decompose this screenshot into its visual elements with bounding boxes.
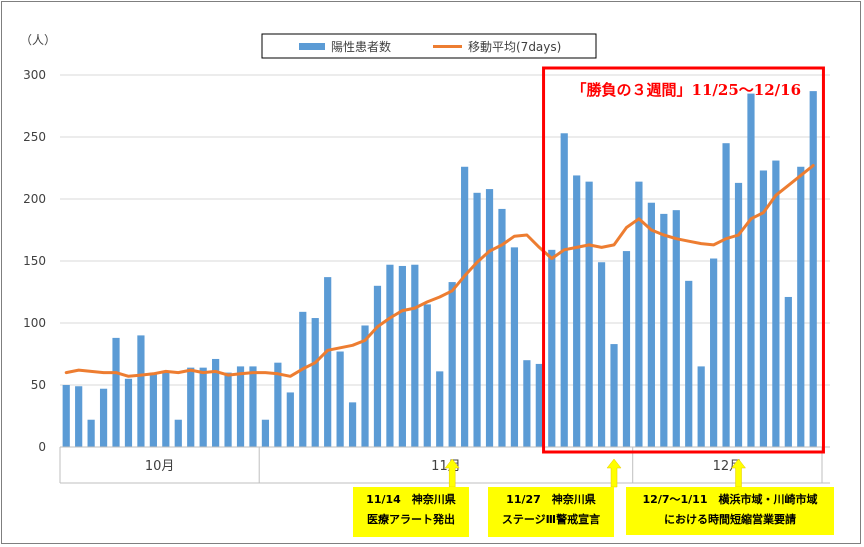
bar <box>647 202 655 447</box>
annotation-text: 11/14 神奈川県 <box>366 493 456 506</box>
bar <box>62 385 70 447</box>
bar <box>635 181 643 447</box>
bar <box>672 210 680 447</box>
annotation-text: 医療アラート発出 <box>367 513 455 526</box>
bar <box>473 192 481 447</box>
bar <box>75 386 83 447</box>
annotation-note: 12/7〜1/11 横浜市域・川崎市域 における時間短縮営業要請 <box>626 487 834 535</box>
bar <box>809 91 817 448</box>
annotation-text: 11/27 神奈川県 <box>506 493 596 506</box>
bar <box>236 366 245 447</box>
bar <box>747 93 755 447</box>
bar <box>187 367 195 447</box>
bar <box>498 208 506 447</box>
bar <box>772 160 780 447</box>
bar-series <box>62 91 817 448</box>
bar <box>722 143 730 447</box>
month-label: 12月 <box>713 459 743 474</box>
bar <box>324 277 332 447</box>
bar <box>249 366 257 447</box>
bar <box>348 402 357 447</box>
bar <box>361 325 369 447</box>
bar <box>759 170 768 448</box>
month-label: 10月 <box>145 459 175 474</box>
bar <box>398 265 406 447</box>
bar <box>162 371 170 447</box>
y-tick-label: 50 <box>31 378 46 392</box>
annotation-text: 12/7〜1/11 横浜市域・川崎市域 <box>642 493 818 506</box>
bar <box>212 358 220 447</box>
moving-average-series <box>64 164 815 378</box>
bar <box>274 362 282 447</box>
bar <box>535 363 543 447</box>
annotation-note: 11/14 神奈川県 医療アラート発出 <box>353 487 469 537</box>
y-tick-label: 300 <box>23 68 46 82</box>
bar <box>224 372 232 447</box>
bar <box>710 258 718 447</box>
annotation-text: における時間短縮営業要請 <box>664 513 796 526</box>
moving-average-line <box>64 164 815 378</box>
y-tick-label: 200 <box>23 192 46 206</box>
bar <box>336 351 344 447</box>
bar <box>373 285 382 447</box>
bar <box>797 166 805 447</box>
bar <box>149 372 157 447</box>
bar <box>685 280 693 447</box>
y-tick-label: 100 <box>23 316 46 330</box>
bar <box>174 419 182 447</box>
bar <box>199 367 207 447</box>
bar <box>386 264 394 447</box>
bar <box>560 133 568 447</box>
bar <box>485 189 494 447</box>
legend-label-average: 移動平均(7days) <box>468 40 561 54</box>
bar <box>548 249 556 447</box>
annotation-note: 11/27 神奈川県 ステージⅢ警戒宣言 <box>488 487 614 537</box>
bar <box>610 344 618 447</box>
y-tick-label: 250 <box>23 130 46 144</box>
bar <box>99 388 108 447</box>
annotation-text: ステージⅢ警戒宣言 <box>501 513 601 526</box>
bar <box>137 335 145 447</box>
bar <box>597 262 606 447</box>
legend-label-cases: 陽性患者数 <box>331 39 391 54</box>
bar <box>311 318 319 447</box>
highlight-label: 「勝負の３週間」11/25〜12/16 <box>572 81 801 99</box>
annotation-arrow <box>606 458 622 488</box>
bar <box>784 296 792 447</box>
bar <box>573 175 581 447</box>
bar <box>523 360 531 447</box>
bar <box>585 181 593 447</box>
y-tick-label: 150 <box>23 254 46 268</box>
y-tick-label: 0 <box>38 440 46 454</box>
bar <box>261 419 270 447</box>
legend: 陽性患者数 移動平均(7days) <box>261 33 597 59</box>
bar <box>87 419 95 447</box>
bar <box>660 213 668 447</box>
bar <box>622 251 631 447</box>
highlight-box <box>542 66 825 454</box>
bar <box>510 247 519 447</box>
bar <box>286 392 294 447</box>
bar <box>734 182 743 447</box>
bar <box>423 304 431 447</box>
legend-swatch-cases <box>299 43 325 50</box>
bar <box>436 371 444 447</box>
y-axis-unit: （人） <box>20 33 56 47</box>
highlight-period: 「勝負の３週間」11/25〜12/16 <box>542 66 825 454</box>
bar <box>697 366 705 447</box>
bar <box>461 166 469 447</box>
bar <box>299 311 307 447</box>
bar <box>448 282 456 447</box>
bar <box>112 337 120 447</box>
bar <box>124 378 133 447</box>
bar <box>411 264 419 447</box>
